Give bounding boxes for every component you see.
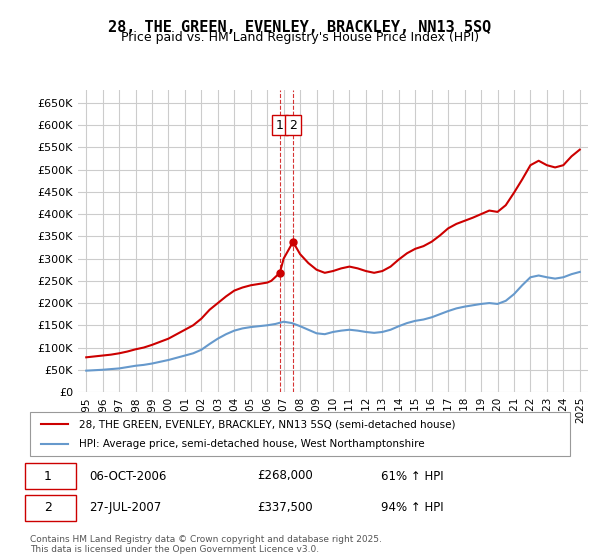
- Text: 06-OCT-2006: 06-OCT-2006: [89, 469, 167, 483]
- FancyBboxPatch shape: [25, 495, 76, 521]
- Text: HPI: Average price, semi-detached house, West Northamptonshire: HPI: Average price, semi-detached house,…: [79, 439, 424, 449]
- FancyBboxPatch shape: [25, 463, 76, 489]
- Text: 61% ↑ HPI: 61% ↑ HPI: [381, 469, 443, 483]
- Text: 1: 1: [44, 469, 52, 483]
- Text: 1: 1: [276, 119, 284, 132]
- FancyBboxPatch shape: [30, 412, 570, 456]
- Text: £337,500: £337,500: [257, 501, 313, 515]
- Text: Price paid vs. HM Land Registry's House Price Index (HPI): Price paid vs. HM Land Registry's House …: [121, 31, 479, 44]
- Text: 2: 2: [289, 119, 297, 132]
- Text: 2: 2: [44, 501, 52, 515]
- Text: 94% ↑ HPI: 94% ↑ HPI: [381, 501, 443, 515]
- Text: 27-JUL-2007: 27-JUL-2007: [89, 501, 161, 515]
- Text: Contains HM Land Registry data © Crown copyright and database right 2025.
This d: Contains HM Land Registry data © Crown c…: [30, 535, 382, 554]
- Text: 28, THE GREEN, EVENLEY, BRACKLEY, NN13 5SQ (semi-detached house): 28, THE GREEN, EVENLEY, BRACKLEY, NN13 5…: [79, 419, 455, 429]
- Text: £268,000: £268,000: [257, 469, 313, 483]
- Text: 28, THE GREEN, EVENLEY, BRACKLEY, NN13 5SQ: 28, THE GREEN, EVENLEY, BRACKLEY, NN13 5…: [109, 20, 491, 35]
